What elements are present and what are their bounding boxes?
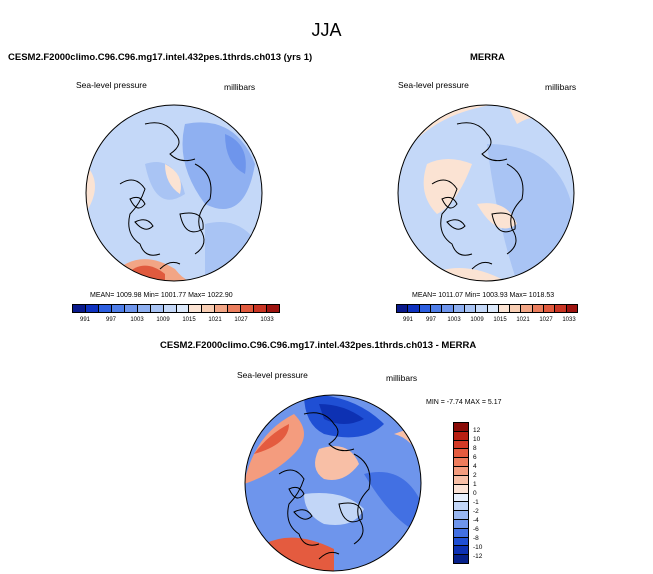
obs-colorbar-tick: 1015: [493, 317, 507, 323]
diff-colorbar-tick: 2: [473, 472, 477, 479]
diff-colorbar-tick: -1: [473, 499, 479, 506]
diff-colorbar-tick: -2: [473, 508, 479, 515]
model-units-label: millibars: [224, 82, 256, 92]
model-colorbar-tick: 1033: [260, 317, 274, 323]
diff-panel-title: CESM2.F2000climo.C96.C96.mg17.intel.432p…: [160, 340, 477, 351]
model-colorbar-tick: 991: [79, 317, 91, 323]
diff-negative-region: [364, 472, 421, 534]
model-polar-map: [85, 104, 263, 282]
diff-stats: MIN = -7.74 MAX = 5.17: [426, 399, 502, 406]
diff-colorbar: [453, 422, 469, 564]
model-high-region: [165, 164, 181, 194]
model-colorbar-tick: 997: [105, 317, 117, 323]
diff-colorbar-tick: -10: [473, 544, 483, 551]
obs-colorbar-tick: 1033: [562, 317, 576, 323]
model-colorbar-tick: 1021: [208, 317, 222, 323]
obs-colorbar-tick: 997: [425, 317, 437, 323]
diff-colorbar-tick: 4: [473, 463, 477, 470]
diff-colorbar-tick: -12: [473, 553, 483, 560]
diff-colorbar-tick: 1: [473, 481, 477, 488]
model-stats: MEAN= 1009.98 Min= 1001.77 Max= 1022.90: [90, 292, 233, 299]
model-low-region: [205, 222, 262, 281]
obs-variable-label: Sea-level pressure: [398, 80, 469, 90]
diff-colorbar-tick: -6: [473, 526, 479, 533]
obs-colorbar-tick: 1021: [516, 317, 530, 323]
obs-low-region: [487, 144, 574, 281]
diff-colorbar-tick: -8: [473, 535, 479, 542]
model-colorbar-tick: 1003: [130, 317, 144, 323]
diff-positive-region: [315, 446, 359, 480]
diff-polar-map: [244, 394, 422, 572]
model-variable-label: Sea-level pressure: [76, 80, 147, 90]
diff-colorbar-tick: 8: [473, 445, 477, 452]
model-colorbar-tick: 1015: [182, 317, 196, 323]
model-panel-title: CESM2.F2000climo.C96.C96.mg17.intel.432p…: [8, 52, 313, 63]
obs-polar-map: [397, 104, 575, 282]
diff-colorbar-tick: 6: [473, 454, 477, 461]
obs-colorbar: [396, 304, 578, 313]
obs-colorbar-tick: 1003: [447, 317, 461, 323]
obs-colorbar-tick: 1027: [539, 317, 553, 323]
season-title: JJA: [311, 20, 342, 40]
model-colorbar-tick: 1009: [156, 317, 170, 323]
model-coastlines: [119, 122, 212, 270]
diff-colorbar-tick: 0: [473, 490, 477, 497]
diff-colorbar-tick: 12: [473, 427, 481, 434]
obs-units-label: millibars: [545, 82, 577, 92]
model-colorbar: [72, 304, 280, 313]
obs-panel-title: MERRA: [470, 52, 505, 63]
obs-colorbar-tick: 1009: [470, 317, 484, 323]
model-colorbar-tick: 1027: [234, 317, 248, 323]
obs-stats: MEAN= 1011.07 Min= 1003.93 Max= 1018.53: [412, 292, 555, 299]
diff-colorbar-tick: 10: [473, 436, 481, 443]
diff-coastlines: [278, 412, 371, 560]
diff-units-label: millibars: [386, 373, 418, 383]
diff-near-zero-region: [304, 493, 364, 525]
obs-high-region: [423, 159, 472, 214]
diff-positive-region: [245, 414, 304, 484]
model-low-region: [225, 134, 246, 174]
obs-colorbar-tick: 991: [402, 317, 414, 323]
diff-colorbar-tick: -4: [473, 517, 479, 524]
diff-positive-region: [254, 424, 289, 454]
obs-coastlines: [431, 122, 524, 270]
obs-high-region: [477, 203, 517, 229]
diff-variable-label: Sea-level pressure: [237, 370, 308, 380]
